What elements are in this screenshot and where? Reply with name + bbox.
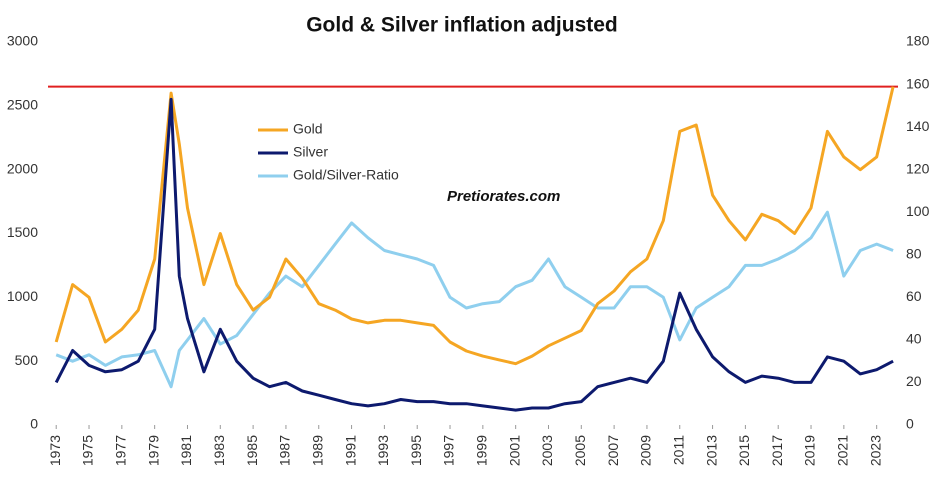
x-tick-label: 1989 — [309, 435, 325, 466]
x-tick-label: 1975 — [80, 435, 96, 466]
legend-label: Silver — [293, 144, 328, 160]
y-tick-label: 0 — [30, 416, 38, 432]
x-tick-label: 2013 — [703, 435, 719, 466]
y2-tick-label: 140 — [906, 118, 930, 134]
y2-tick-label: 20 — [906, 373, 922, 389]
x-tick-label: 2001 — [506, 435, 522, 466]
y2-tick-label: 0 — [906, 416, 914, 432]
x-tick-label: 2005 — [572, 435, 588, 466]
x-tick-label: 1991 — [342, 435, 358, 466]
x-tick-label: 2019 — [802, 435, 818, 466]
y2-tick-label: 100 — [906, 203, 930, 219]
chart-title: Gold & Silver inflation adjusted — [306, 14, 618, 37]
y2-tick-label: 180 — [906, 33, 930, 49]
x-tick-label: 1995 — [408, 435, 424, 466]
y-tick-label: 1500 — [7, 224, 38, 240]
x-tick-label: 2021 — [835, 435, 851, 466]
x-tick-label: 1993 — [375, 435, 391, 466]
x-tick-label: 2011 — [670, 435, 686, 465]
y-tick-label: 2000 — [7, 160, 38, 176]
x-tick-label: 1977 — [113, 435, 129, 466]
x-tick-label: 2023 — [867, 435, 883, 466]
x-tick-label: 2017 — [769, 435, 785, 466]
series-line — [54, 97, 894, 412]
x-tick-label: 1997 — [441, 435, 457, 466]
x-tick-label: 1985 — [244, 435, 260, 466]
x-tick-label: 1987 — [277, 435, 293, 466]
y2-tick-label: 60 — [906, 288, 922, 304]
y2-tick-label: 40 — [906, 331, 922, 347]
watermark: Pretiorates.com — [447, 188, 560, 205]
x-tick-label: 1983 — [211, 435, 227, 466]
x-tick-label: 2003 — [539, 435, 555, 466]
x-tick-label: 1979 — [145, 435, 161, 466]
legend-label: Gold/Silver-Ratio — [293, 167, 399, 183]
y-tick-label: 3000 — [7, 33, 38, 49]
y-tick-label: 2500 — [7, 97, 38, 113]
y-tick-label: 1000 — [7, 288, 38, 304]
y2-tick-label: 120 — [906, 160, 930, 176]
x-tick-label: 2009 — [638, 435, 654, 466]
x-tick-label: 2007 — [605, 435, 621, 466]
x-tick-label: 1973 — [47, 435, 63, 466]
x-tick-label: 1981 — [178, 435, 194, 466]
y2-tick-label: 80 — [906, 245, 922, 261]
series-line — [54, 86, 895, 366]
series-line — [55, 210, 894, 389]
y-tick-label: 500 — [15, 352, 39, 368]
x-tick-label: 2015 — [736, 435, 752, 466]
legend-label: Gold — [293, 121, 323, 137]
y2-tick-label: 160 — [906, 75, 930, 91]
x-tick-label: 1999 — [474, 435, 490, 466]
